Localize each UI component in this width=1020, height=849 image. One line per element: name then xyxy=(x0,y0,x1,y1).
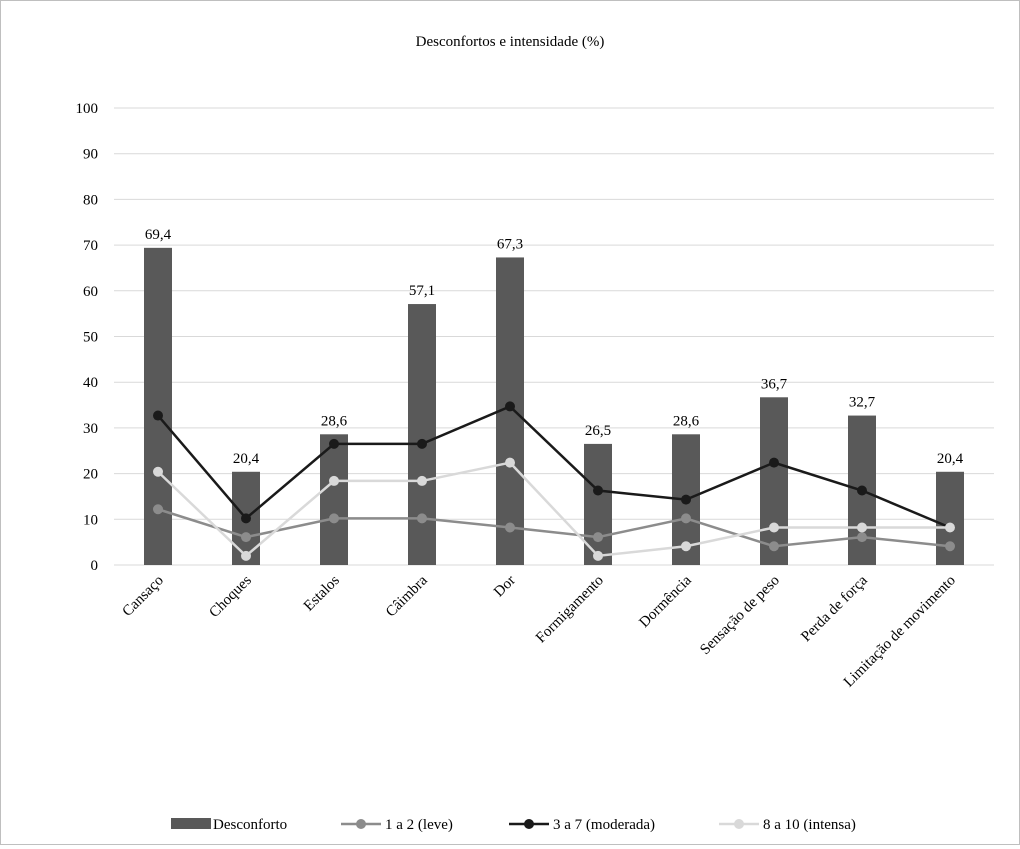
series-point xyxy=(945,541,955,552)
legend-swatch-marker xyxy=(524,819,534,829)
series-point xyxy=(153,466,163,477)
bar-data-label: 32,7 xyxy=(849,395,876,411)
legend-swatch-marker xyxy=(356,819,366,829)
series-point xyxy=(945,522,955,533)
bar-data-label: 20,4 xyxy=(937,451,964,467)
series-point xyxy=(505,457,515,468)
series-point xyxy=(769,541,779,552)
x-category-label: Sensação de peso xyxy=(697,573,783,659)
series-point xyxy=(241,550,251,561)
series-point xyxy=(417,513,427,524)
y-axis-ticks: 0 10 20 30 40 50 60 70 80 90 100 xyxy=(76,101,99,574)
y-tick-label: 20 xyxy=(83,467,98,483)
series-point xyxy=(505,401,515,412)
data-labels: 69,4 20,4 28,6 57,1 67,3 26,5 28,6 36,7 32,7 20,4 xyxy=(145,227,964,467)
y-tick-label: 90 xyxy=(83,147,98,163)
series-point xyxy=(593,550,603,561)
bar xyxy=(144,247,172,566)
y-tick-label: 50 xyxy=(83,330,98,346)
series-point xyxy=(769,457,779,468)
series-point xyxy=(417,475,427,486)
bar xyxy=(760,397,788,565)
x-category-label: Cansaço xyxy=(120,573,167,620)
legend-swatch-bar xyxy=(171,818,211,829)
series-point xyxy=(241,532,251,543)
bar xyxy=(320,434,348,565)
series-point xyxy=(329,438,339,449)
legend-label: Desconforto xyxy=(213,817,287,833)
bar-data-label: 36,7 xyxy=(761,376,788,392)
series-line xyxy=(157,461,950,558)
series-point xyxy=(857,532,867,543)
bar-data-label: 69,4 xyxy=(145,227,172,243)
series-point xyxy=(857,485,867,496)
x-category-label: Choques xyxy=(206,572,255,621)
x-category-label: Formigamento xyxy=(533,573,607,647)
bar-data-label: 20,4 xyxy=(233,451,260,467)
y-tick-label: 80 xyxy=(83,192,98,208)
series-point xyxy=(153,504,163,515)
y-tick-label: 30 xyxy=(83,421,98,437)
x-category-label: Estalos xyxy=(301,572,343,614)
legend-label: 1 a 2 (leve) xyxy=(385,817,453,833)
bar-data-label: 67,3 xyxy=(497,236,523,252)
series-point xyxy=(593,485,603,496)
series-line xyxy=(157,508,951,548)
legend-label: 8 a 10 (intensa) xyxy=(763,817,856,833)
series-point xyxy=(681,513,691,524)
gridlines xyxy=(114,107,994,566)
bar-data-label: 26,5 xyxy=(585,423,611,439)
bars xyxy=(144,247,964,566)
x-category-label: Câimbra xyxy=(383,572,431,620)
lines xyxy=(153,401,955,561)
y-tick-label: 70 xyxy=(83,238,98,254)
x-category-label: Perda de força xyxy=(798,572,871,645)
series-point xyxy=(505,522,515,533)
x-category-label: Dormência xyxy=(636,572,695,631)
series-point xyxy=(417,438,427,449)
bar-data-label: 28,6 xyxy=(321,413,348,429)
series-point xyxy=(241,513,251,524)
series-point xyxy=(857,522,867,533)
y-tick-label: 10 xyxy=(83,512,98,528)
series-point xyxy=(329,475,339,486)
bar-data-label: 57,1 xyxy=(409,283,435,299)
series-point xyxy=(593,532,603,543)
legend-label: 3 a 7 (moderada) xyxy=(553,817,655,833)
legend-swatch-marker xyxy=(734,819,744,829)
series-point xyxy=(681,541,691,552)
y-tick-label: 40 xyxy=(83,375,98,391)
x-axis-categories: Cansaço Choques Estalos Câimbra Dor Formigame… xyxy=(120,572,959,690)
y-tick-label: 0 xyxy=(91,558,99,574)
chart-title: Desconfortos e intensidade (%) xyxy=(416,34,605,50)
series-line xyxy=(157,404,951,529)
series-point xyxy=(769,522,779,533)
series-point xyxy=(681,494,691,505)
bar xyxy=(408,304,436,565)
series-point xyxy=(153,410,163,421)
legend: Desconforto 1 a 2 (leve) 3 a 7 (moderada) 8… xyxy=(171,817,856,833)
x-category-label: Dor xyxy=(491,573,519,601)
series-point xyxy=(329,513,339,524)
y-tick-label: 60 xyxy=(83,284,98,300)
y-tick-label: 100 xyxy=(76,101,99,117)
bar-data-label: 28,6 xyxy=(673,413,700,429)
